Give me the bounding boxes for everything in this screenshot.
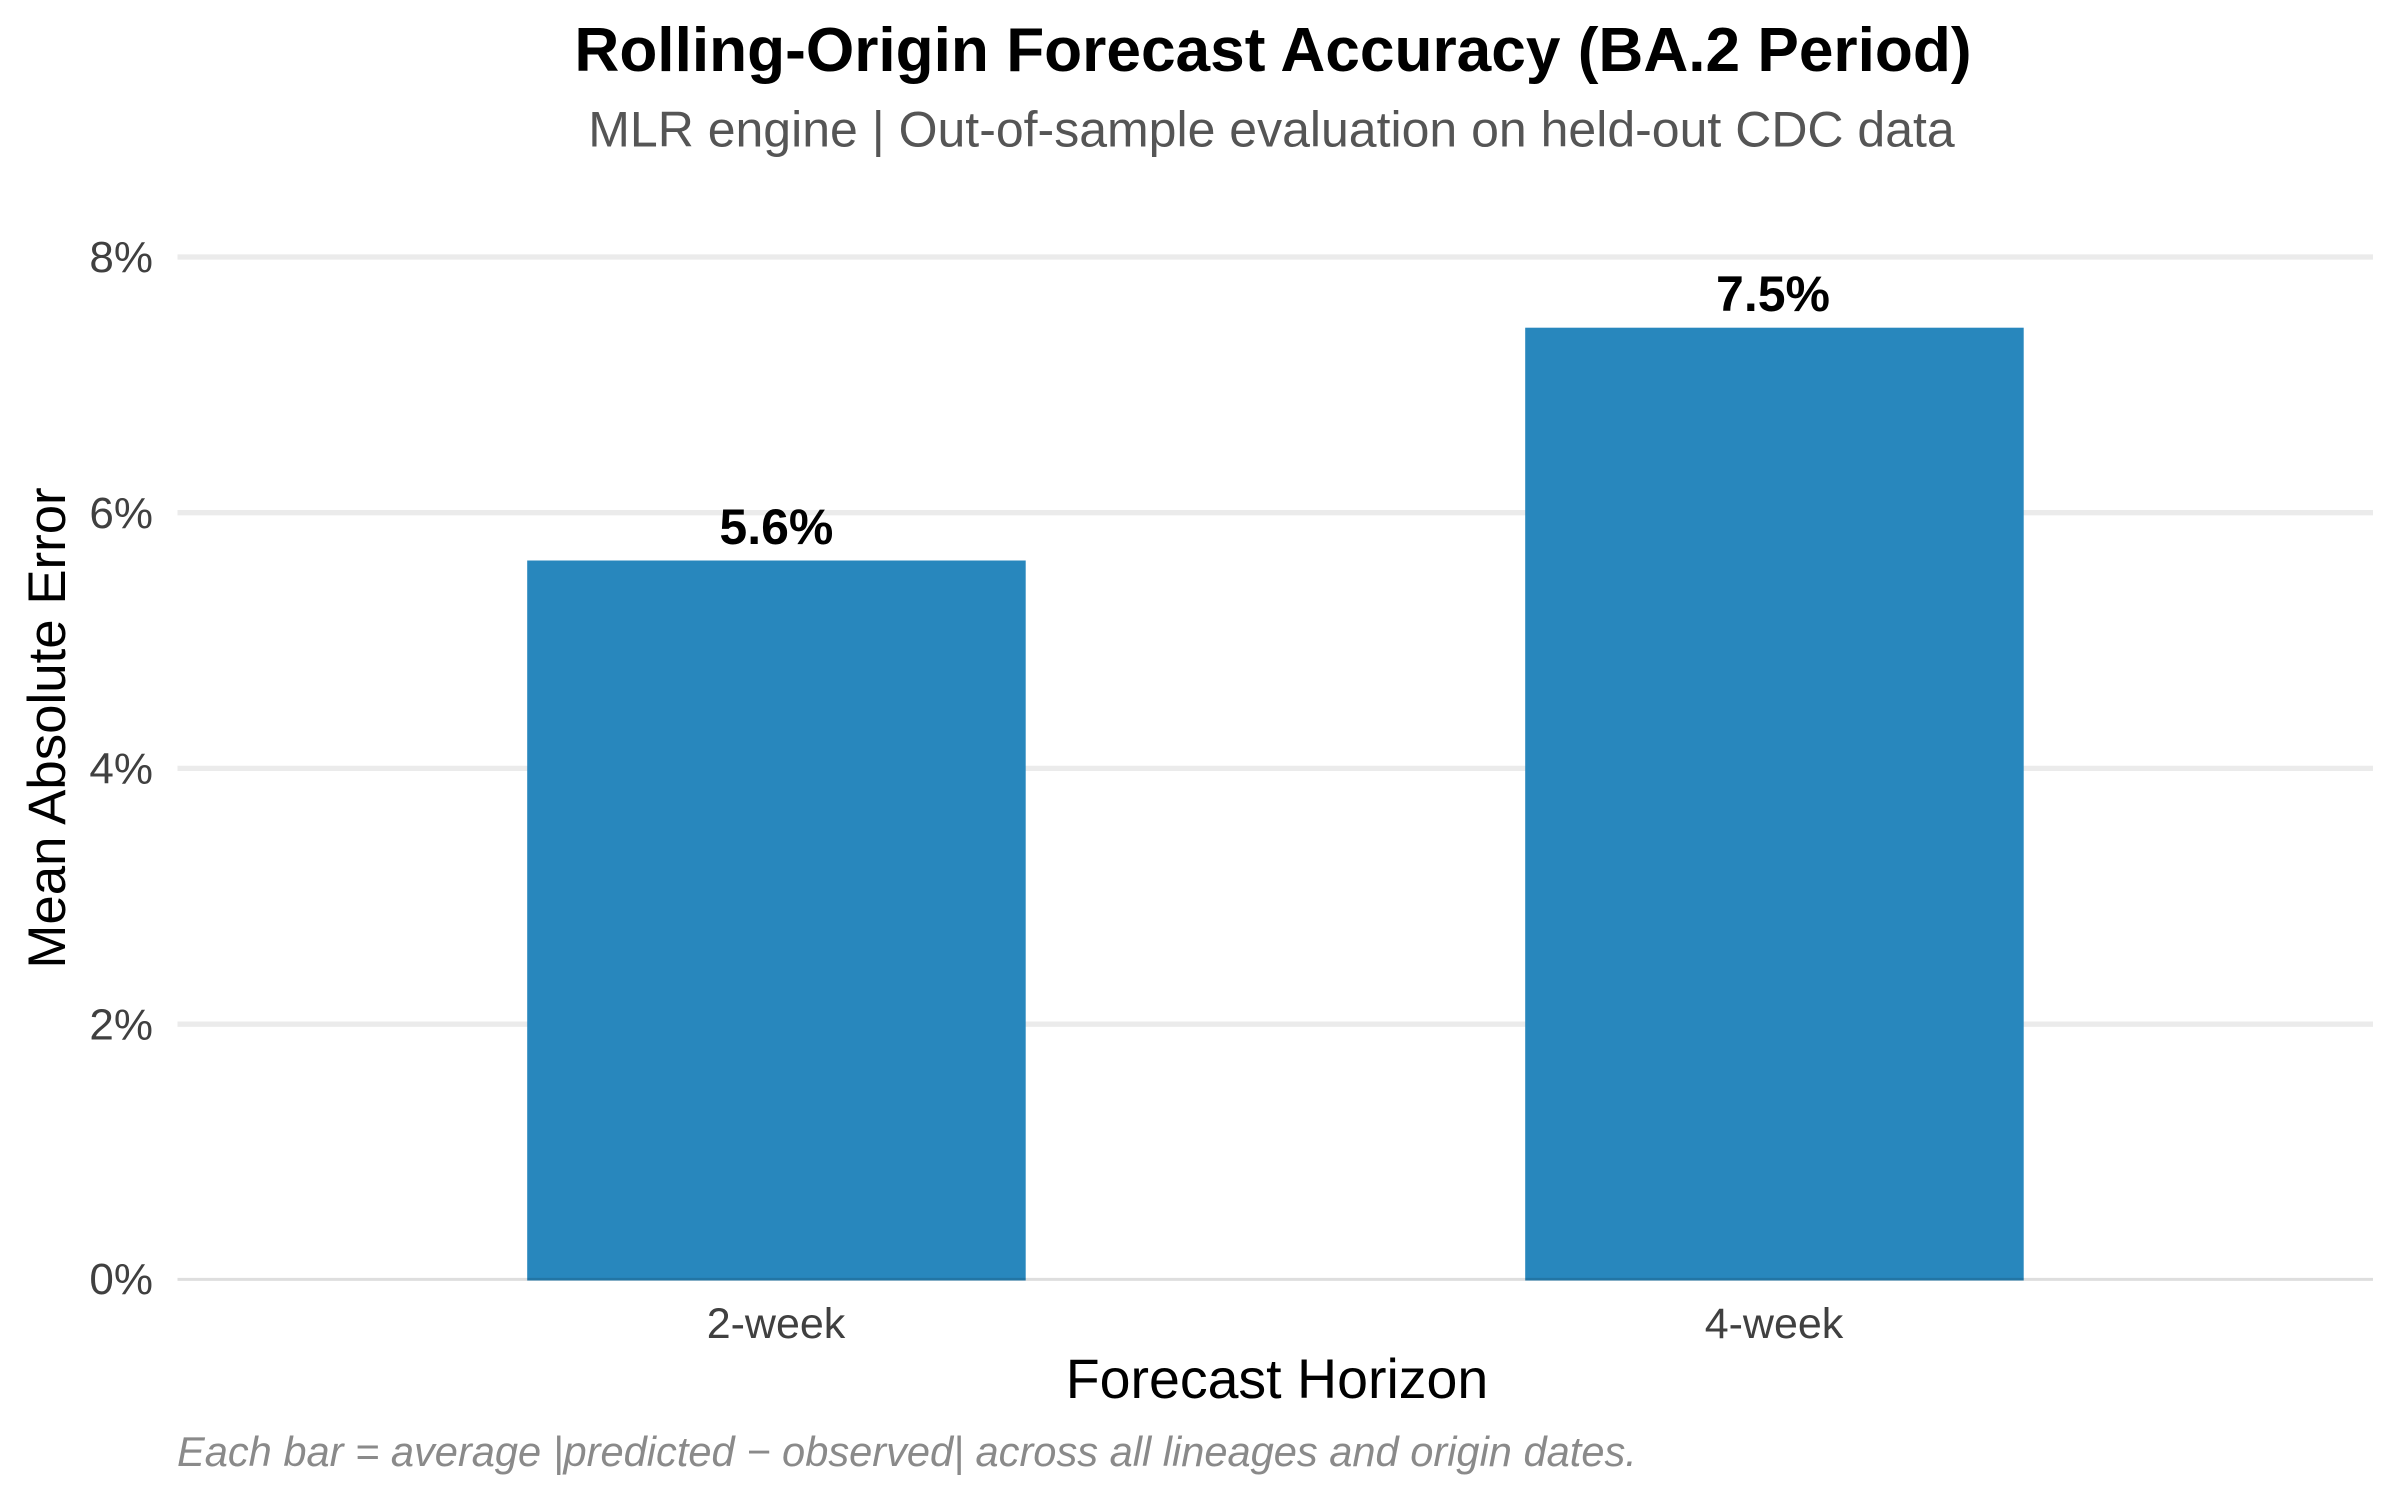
svg-text:7.5%: 7.5%: [1716, 266, 1830, 322]
svg-text:Rolling-Origin Forecast Accura: Rolling-Origin Forecast Accuracy (BA.2 P…: [574, 16, 1971, 85]
svg-text:2%: 2%: [89, 1000, 153, 1049]
svg-text:8%: 8%: [89, 233, 153, 282]
svg-text:4%: 4%: [89, 745, 153, 794]
svg-text:Forecast Horizon: Forecast Horizon: [1066, 1348, 1489, 1410]
svg-text:Mean Absolute Error: Mean Absolute Error: [18, 487, 77, 968]
svg-text:MLR engine | Out-of-sample eva: MLR engine | Out-of-sample evaluation on…: [588, 102, 1955, 158]
svg-text:4-week: 4-week: [1705, 1300, 1844, 1348]
svg-text:2-week: 2-week: [707, 1300, 846, 1348]
svg-text:6%: 6%: [89, 489, 153, 538]
svg-text:0%: 0%: [89, 1255, 153, 1304]
svg-text:5.6%: 5.6%: [719, 499, 833, 555]
svg-text:Each bar = average |predicted: Each bar = average |predicted − observed…: [177, 1428, 1637, 1476]
